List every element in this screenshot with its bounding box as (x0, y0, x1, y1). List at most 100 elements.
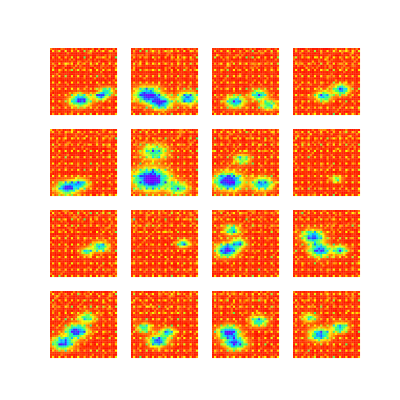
heatmap-cell (67, 160, 69, 162)
heatmap-cell (115, 84, 117, 86)
heatmap-cell (133, 77, 135, 79)
heatmap-cell (104, 183, 106, 185)
heatmap-cell (301, 54, 303, 56)
heatmap-cell (81, 131, 83, 133)
heatmap-cell (90, 135, 92, 137)
heatmap-cell (335, 48, 337, 50)
heatmap-cell (58, 54, 60, 56)
heatmap-cell (92, 113, 94, 115)
heatmap-cell (350, 90, 352, 92)
heatmap-cell (316, 52, 318, 54)
heatmap-cell (314, 86, 316, 88)
heatmap-cell (113, 79, 115, 81)
heatmap-cell (335, 96, 337, 98)
heatmap-cell (314, 113, 316, 115)
heatmap-cell (79, 163, 81, 165)
heatmap-cell (241, 111, 243, 113)
heatmap-cell (196, 75, 198, 77)
heatmap-cell (81, 148, 83, 150)
heatmap-cell (218, 67, 220, 69)
heatmap-cell (273, 109, 275, 111)
heatmap-cell (94, 144, 96, 146)
heatmap-cell (109, 181, 111, 183)
heatmap-cell (350, 109, 352, 111)
heatmap-cell (52, 102, 54, 104)
heatmap-cell (335, 98, 337, 100)
heatmap-cell (73, 69, 75, 71)
heatmap-cell (111, 175, 113, 177)
heatmap-cell (277, 61, 279, 63)
heatmap-cell (102, 167, 104, 169)
heatmap-cell (277, 52, 279, 54)
heatmap-cell (165, 50, 167, 52)
heatmap-cell (92, 179, 94, 181)
heatmap-cell (133, 100, 135, 102)
heatmap-cell (256, 102, 258, 104)
heatmap-cell (107, 63, 109, 65)
heatmap-cell (71, 165, 73, 167)
heatmap-cell (90, 98, 92, 100)
heatmap-cell (239, 113, 241, 115)
heatmap-cell (90, 177, 92, 179)
heatmap-cell (252, 92, 254, 94)
heatmap-cell (212, 98, 214, 100)
heatmap-cell (165, 75, 167, 77)
heatmap-cell (235, 92, 237, 94)
heatmap-cell (358, 65, 360, 67)
heatmap-cell (266, 69, 268, 71)
heatmap-cell (79, 58, 81, 60)
heatmap-cell (86, 129, 88, 131)
heatmap-cell (220, 113, 222, 115)
heatmap-cell (135, 52, 137, 54)
heatmap-cell (345, 65, 347, 67)
heatmap-cell (54, 96, 56, 98)
heatmap-cell (92, 181, 94, 183)
heatmap-cell (67, 154, 69, 156)
heatmap-cell (141, 82, 143, 84)
heatmap-cell (220, 63, 222, 65)
heatmap-cell (171, 54, 173, 56)
heatmap-cell (86, 139, 88, 141)
heatmap-cell (146, 102, 148, 104)
heatmap-cell (354, 67, 356, 69)
heatmap-cell (84, 160, 86, 162)
heatmap-cell (264, 113, 266, 115)
heatmap-cell (81, 163, 83, 165)
heatmap-cell (146, 56, 148, 58)
heatmap-cell (102, 137, 104, 139)
heatmap-cell (358, 84, 360, 86)
heatmap-cell (250, 102, 252, 104)
heatmap-cell (333, 48, 335, 50)
heatmap-cell (241, 75, 243, 77)
heatmap-cell (131, 63, 133, 65)
heatmap-cell (135, 69, 137, 71)
heatmap-cell (60, 169, 62, 171)
heatmap-cell (109, 135, 111, 137)
heatmap-cell (218, 58, 220, 60)
heatmap-cell (133, 82, 135, 84)
heatmap-cell (196, 105, 198, 107)
heatmap-cell (275, 63, 277, 65)
heatmap-cell (299, 92, 301, 94)
heatmap-cell (111, 92, 113, 94)
heatmap-cell (50, 181, 52, 183)
heatmap-cell (260, 111, 262, 113)
heatmap-cell (237, 100, 239, 102)
heatmap-cell (192, 90, 194, 92)
heatmap-cell (314, 61, 316, 63)
heatmap-cell (214, 65, 216, 67)
heatmap-cell (79, 102, 81, 104)
heatmap-cell (100, 73, 102, 75)
heatmap-cell (347, 82, 349, 84)
heatmap-cell (109, 183, 111, 185)
heatmap-cell (71, 52, 73, 54)
heatmap-cell (50, 150, 52, 152)
heatmap-cell (327, 111, 329, 113)
heatmap-cell (299, 100, 301, 102)
heatmap-cell (327, 50, 329, 52)
heatmap-cell (266, 96, 268, 98)
heatmap-cell (86, 84, 88, 86)
heatmap-cell (54, 131, 56, 133)
heatmap-cell (154, 61, 156, 63)
heatmap-cell (146, 92, 148, 94)
